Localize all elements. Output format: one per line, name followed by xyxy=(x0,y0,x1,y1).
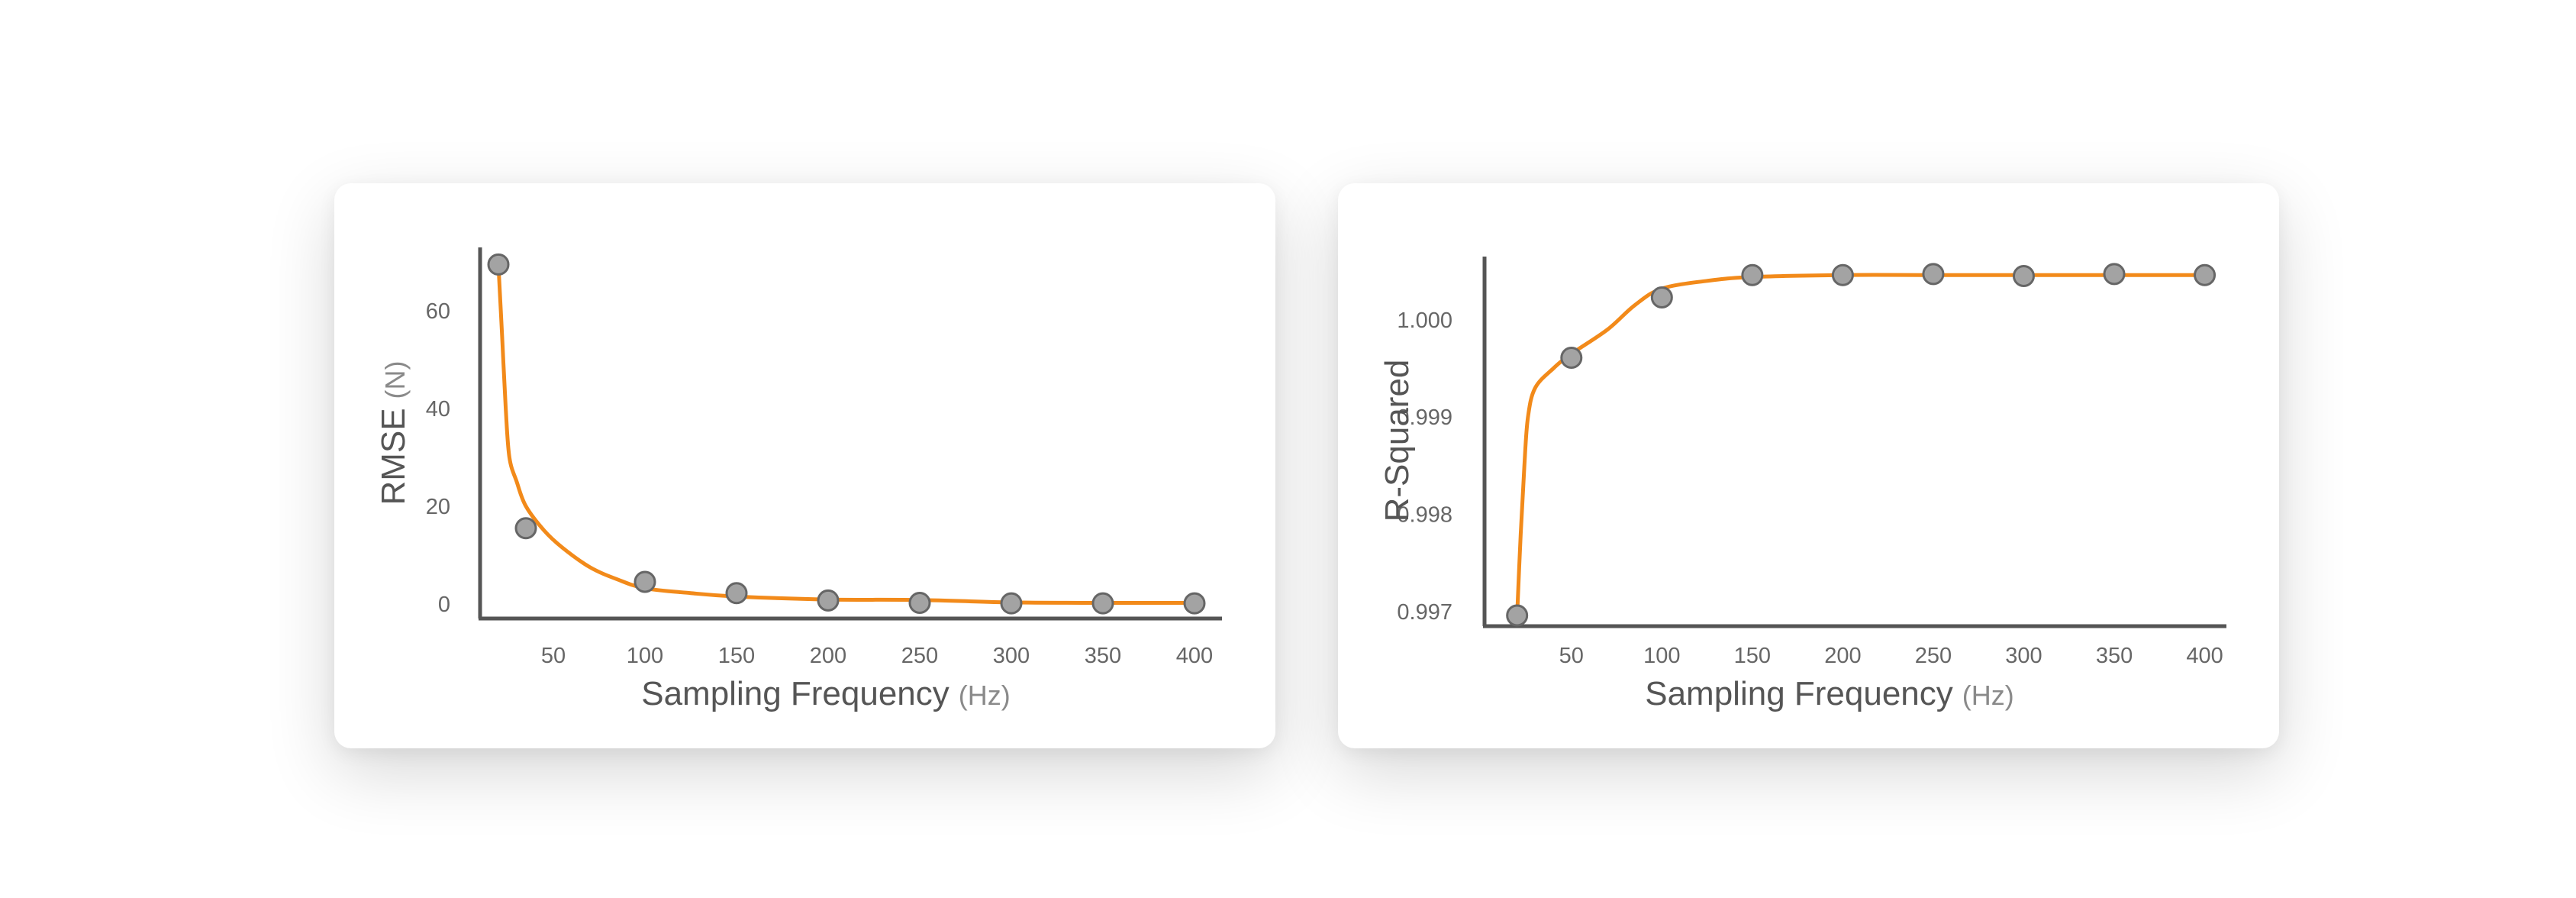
x-tick-labels: 50 100 150 200 250 300 350 400 xyxy=(1559,644,2223,668)
data-point xyxy=(725,582,748,605)
x-tick-label: 300 xyxy=(993,644,1030,668)
x-tick-label: 250 xyxy=(901,644,938,668)
data-point xyxy=(1560,346,1583,369)
x-tick-label: 200 xyxy=(810,644,846,668)
x-tick-label: 400 xyxy=(1176,644,1213,668)
data-point xyxy=(1091,592,1114,615)
r-squared-chart-card: 50 100 150 200 250 300 350 400 0.997 0.998 0.999 1… xyxy=(1338,183,2279,748)
data-point xyxy=(908,592,931,615)
y-tick-label: 20 xyxy=(426,495,450,519)
r-squared-chart: 50 100 150 200 250 300 350 400 0.997 0.998 0.999 1… xyxy=(1378,257,2226,712)
x-tick-label: 150 xyxy=(1734,644,1771,668)
x-tick-label: 150 xyxy=(718,644,755,668)
x-tick-labels: 50 100 150 200 250 300 350 400 xyxy=(541,644,1213,668)
data-point xyxy=(1831,263,1854,286)
x-tick-label: 50 xyxy=(1559,644,1584,668)
data-point xyxy=(1650,286,1673,308)
x-tick-label: 300 xyxy=(2005,644,2042,668)
x-tick-label: 400 xyxy=(2186,644,2223,668)
y-tick-label: 0.997 xyxy=(1397,600,1452,625)
data-point xyxy=(1506,604,1529,627)
y-tick-labels: 0 20 40 60 xyxy=(426,299,450,617)
data-points xyxy=(1506,263,2217,627)
y-tick-label: 40 xyxy=(426,397,450,422)
y-tick-label: 60 xyxy=(426,299,450,324)
y-axis-title: RMSE(N) xyxy=(375,360,412,505)
x-tick-label: 50 xyxy=(541,644,566,668)
data-point xyxy=(2012,264,2035,287)
x-tick-label: 100 xyxy=(627,644,663,668)
y-tick-label: 1.000 xyxy=(1397,308,1452,333)
x-tick-label: 100 xyxy=(1643,644,1680,668)
y-tick-label: 0 xyxy=(438,593,450,617)
fit-curve xyxy=(1515,273,2207,618)
y-tick-labels: 0.997 0.998 0.999 1.000 xyxy=(1397,308,1452,625)
x-tick-label: 200 xyxy=(1824,644,1861,668)
data-point xyxy=(487,253,510,276)
data-point xyxy=(514,517,537,540)
x-axis-title: Sampling Frequency (Hz) xyxy=(1645,675,2014,712)
data-point xyxy=(2194,263,2217,286)
data-point xyxy=(2103,263,2126,286)
data-point xyxy=(1000,592,1023,615)
data-points xyxy=(487,253,1206,615)
data-point xyxy=(1922,263,1945,286)
y-tick-label: 0.999 xyxy=(1397,405,1452,430)
data-point xyxy=(1183,592,1206,615)
data-point xyxy=(817,589,840,612)
y-axis-title: R-Squared xyxy=(1378,360,1416,522)
x-tick-label: 350 xyxy=(1085,644,1121,668)
rmse-chart-card: 50 100 150 200 250 300 350 400 0 20 40 60 Sampling… xyxy=(334,183,1275,748)
x-tick-label: 250 xyxy=(1915,644,1952,668)
x-axis-title: Sampling Frequency (Hz) xyxy=(641,675,1011,712)
data-point xyxy=(1741,263,1764,286)
fit-curve xyxy=(496,262,1197,606)
rmse-chart: 50 100 150 200 250 300 350 400 0 20 40 60 Sampling… xyxy=(375,247,1222,712)
data-point xyxy=(634,570,656,593)
x-tick-label: 350 xyxy=(2096,644,2133,668)
y-tick-label: 0.998 xyxy=(1397,503,1452,528)
